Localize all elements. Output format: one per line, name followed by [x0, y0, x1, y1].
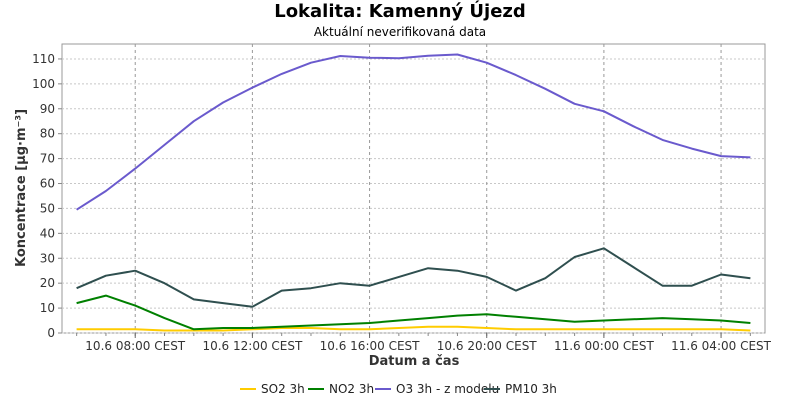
y-tick-label: 80: [40, 127, 55, 141]
x-tick-label: 11.6 00:00 CEST: [554, 339, 655, 353]
x-tick-label: 10.6 12:00 CEST: [202, 339, 303, 353]
legend-label: O3 3h - z modelu: [396, 382, 499, 396]
y-tick-label: 110: [32, 52, 55, 66]
y-axis-ticks: 0 10 20 30 40 50 60 70 80 90 100 110: [32, 52, 62, 340]
y-tick-label: 40: [40, 226, 55, 240]
plot-area: [61, 43, 766, 334]
chart-title: Lokalita: Kamenný Újezd: [274, 0, 526, 22]
y-tick-label: 30: [40, 251, 55, 265]
series-line-2: [76, 53, 751, 211]
series-lines: [76, 53, 751, 332]
y-tick-label: 60: [40, 177, 55, 191]
series-line-3: [76, 247, 751, 308]
y-tick-label: 100: [32, 77, 55, 91]
x-tick-label: 10.6 20:00 CEST: [437, 339, 538, 353]
y-axis-label: Koncentrace [µg·m⁻³]: [14, 109, 29, 267]
y-tick-label: 0: [47, 326, 55, 340]
chart-subtitle: Aktuální neverifikovaná data: [314, 25, 486, 39]
x-tick-label: 11.6 04:00 CEST: [671, 339, 772, 353]
legend: SO2 3h NO2 3h O3 3h - z modelu PM10 3h: [240, 382, 557, 396]
series-line-1: [76, 294, 751, 331]
x-axis-label: Datum a čas: [369, 354, 460, 369]
y-tick-label: 50: [40, 201, 55, 215]
y-tick-label: 20: [40, 276, 55, 290]
legend-label: PM10 3h: [505, 382, 557, 396]
legend-label: NO2 3h: [329, 382, 374, 396]
y-tick-label: 90: [40, 102, 55, 116]
x-axis-ticks: 10.6 08:00 CEST 10.6 12:00 CEST 10.6 16:00…: [76, 333, 772, 353]
series-line-0: [76, 325, 751, 332]
y-tick-label: 10: [40, 301, 55, 315]
x-tick-label: 10.6 16:00 CEST: [320, 339, 421, 353]
y-tick-label: 70: [40, 152, 55, 166]
x-tick-label: 10.6 08:00 CEST: [85, 339, 186, 353]
legend-label: SO2 3h: [261, 382, 305, 396]
